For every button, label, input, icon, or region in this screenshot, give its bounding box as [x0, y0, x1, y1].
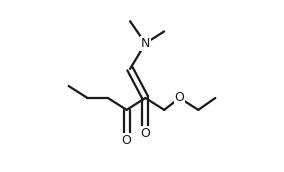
Text: N: N: [141, 37, 150, 50]
Text: O: O: [175, 92, 185, 104]
Text: O: O: [141, 127, 150, 140]
Text: O: O: [122, 134, 131, 147]
